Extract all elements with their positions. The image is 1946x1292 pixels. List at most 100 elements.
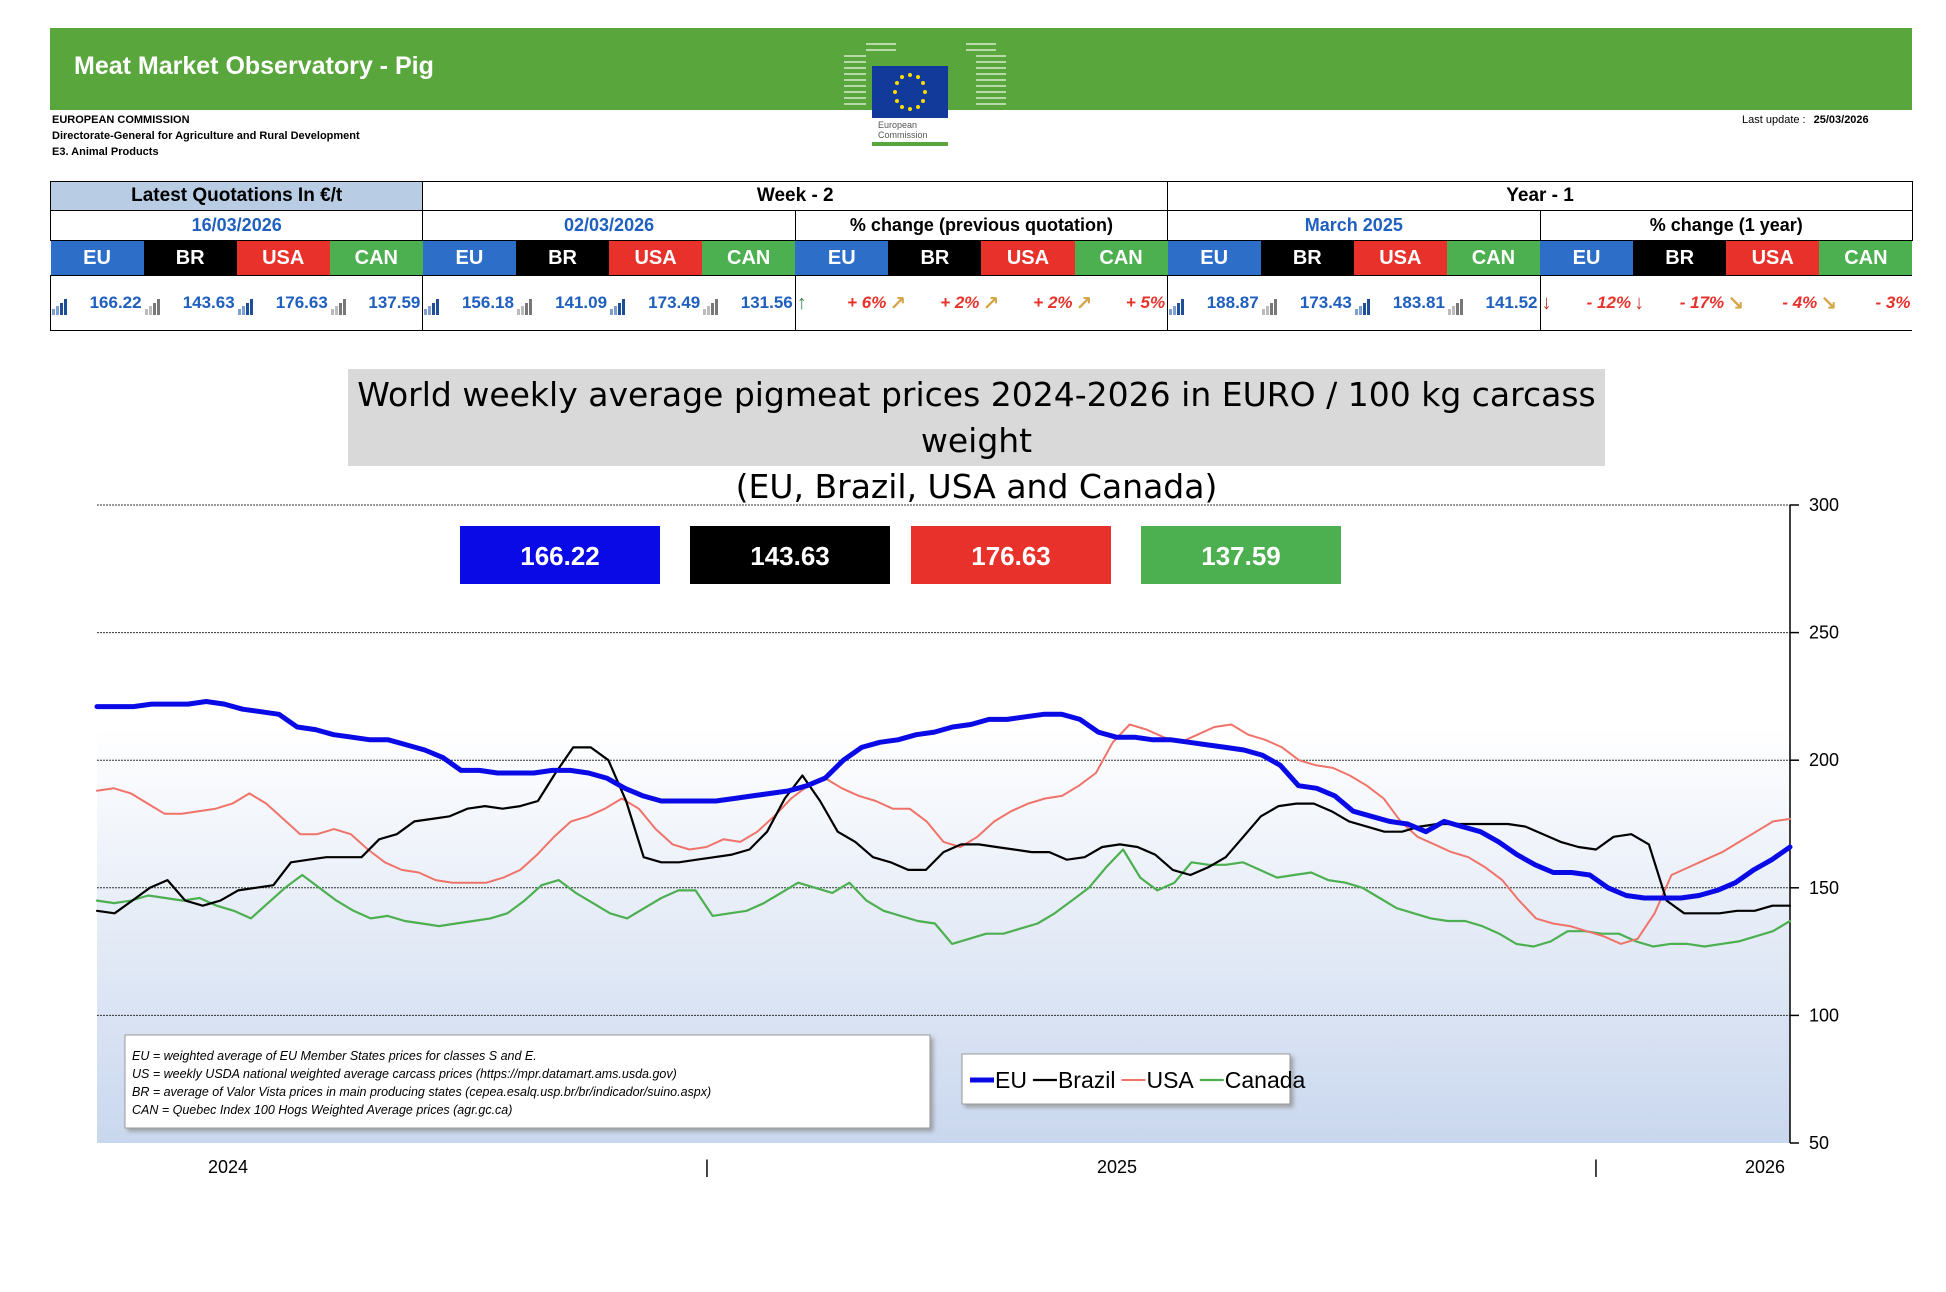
cell-week-can: 131.56 bbox=[702, 275, 796, 331]
year-heading: Year - 1 bbox=[1167, 181, 1913, 211]
region-week-change-usa: USA bbox=[981, 240, 1075, 276]
cell-year-change-br: ↓ - 17% bbox=[1633, 275, 1727, 331]
price-value: 141.52 bbox=[1485, 293, 1538, 312]
region-latest-eu: EU bbox=[50, 240, 144, 276]
note-line: US = weekly USDA national weighted avera… bbox=[132, 1067, 677, 1081]
region-week-usa: USA bbox=[609, 240, 703, 276]
change-value: - 17% bbox=[1679, 293, 1725, 312]
region-year-change-can: CAN bbox=[1819, 240, 1913, 276]
cell-week-eu: 156.18 bbox=[422, 275, 516, 331]
price-value: 143.63 bbox=[182, 293, 235, 312]
cell-week-usa: 173.49 bbox=[609, 275, 703, 331]
latest-date: 16/03/2026 bbox=[49, 210, 424, 241]
bar-chart-icon bbox=[144, 297, 160, 315]
quotations-table: Latest Quotations In €/t Week - 2 Year -… bbox=[49, 181, 1913, 331]
price-value: 176.63 bbox=[275, 293, 328, 312]
region-latest-usa: USA bbox=[236, 240, 330, 276]
week-date: 02/03/2026 bbox=[422, 210, 796, 241]
cell-latest-usa: 176.63 bbox=[236, 275, 330, 331]
change-value: + 2% bbox=[940, 293, 980, 312]
note-line: EU = weighted average of EU Member State… bbox=[132, 1049, 537, 1063]
up-right-arrow-icon: ↗ bbox=[1075, 292, 1093, 315]
cell-week-change-can: ↗ + 5% bbox=[1074, 275, 1168, 331]
cell-latest-br: 143.63 bbox=[143, 275, 237, 331]
series-line-brazil bbox=[95, 746, 1792, 915]
cell-week-change-br: ↗ + 2% bbox=[888, 275, 982, 331]
bar-chart-icon bbox=[516, 297, 532, 315]
region-header-row: EU BR USA CAN EU BR USA CAN EU BR USA CAN EU BR USA CAN… bbox=[50, 240, 1913, 276]
year-date: March 2025 bbox=[1167, 210, 1541, 241]
change-value: - 4% bbox=[1782, 293, 1818, 312]
down-right-arrow-icon: ↘ bbox=[1727, 292, 1744, 315]
cell-year-change-eu: ↓ - 12% bbox=[1539, 275, 1634, 331]
bar-chart-icon bbox=[52, 297, 67, 315]
up-right-arrow-icon: ↗ bbox=[982, 292, 1000, 315]
bar-chart-icon bbox=[237, 297, 253, 315]
y-tick-label: 200 bbox=[1809, 750, 1839, 770]
cell-year-eu: 188.87 bbox=[1167, 275, 1261, 331]
y-tick-label: 300 bbox=[1809, 495, 1839, 515]
bar-chart-icon bbox=[610, 297, 626, 315]
cell-year-change-usa: ↘ - 4% bbox=[1726, 275, 1820, 331]
org-unit: E3. Animal Products bbox=[52, 146, 159, 158]
y-tick-label: 150 bbox=[1809, 878, 1839, 898]
region-week-eu: EU bbox=[422, 240, 516, 276]
page-title: Meat Market Observatory - Pig bbox=[74, 52, 434, 80]
price-value: 141.09 bbox=[555, 293, 608, 312]
last-update-value: 25/03/2026 bbox=[1813, 114, 1869, 126]
region-latest-can: CAN bbox=[329, 240, 423, 276]
bar-chart-icon bbox=[703, 297, 719, 315]
bar-chart-icon bbox=[424, 297, 440, 315]
region-year-change-br: BR bbox=[1633, 240, 1727, 276]
value-box-label: 176.63 bbox=[971, 541, 1051, 571]
price-value: 173.43 bbox=[1299, 293, 1352, 312]
region-year-br: BR bbox=[1260, 240, 1354, 276]
x-label: 2026 bbox=[1745, 1157, 1785, 1177]
legend-label-canada: Canada bbox=[1225, 1067, 1306, 1093]
value-box bbox=[1141, 526, 1341, 584]
cell-year-usa: 183.81 bbox=[1353, 275, 1447, 331]
chart-title-box bbox=[348, 369, 1605, 466]
note-line: BR = average of Valor Vista prices in ma… bbox=[132, 1085, 711, 1099]
region-week-br: BR bbox=[515, 240, 610, 276]
week-change-label: % change (previous quotation) bbox=[794, 210, 1169, 241]
series-line-usa bbox=[96, 723, 1791, 945]
chart-title-line-1: World weekly average pigmeat prices 2024… bbox=[357, 375, 1596, 460]
region-latest-br: BR bbox=[143, 240, 237, 276]
value-box-label: 137.59 bbox=[1201, 541, 1281, 571]
cell-year-can: 141.52 bbox=[1446, 275, 1540, 331]
cell-week-br: 141.09 bbox=[515, 275, 610, 331]
bar-chart-icon bbox=[1169, 297, 1185, 315]
legend-label-brazil: Brazil bbox=[1058, 1067, 1116, 1093]
change-value: + 5% bbox=[1125, 293, 1166, 312]
up-right-arrow-icon: ↗ bbox=[889, 292, 907, 315]
bar-chart-icon bbox=[330, 297, 346, 315]
x-label: | bbox=[705, 1157, 710, 1177]
value-box bbox=[690, 526, 890, 584]
org-name: EUROPEAN COMMISSION bbox=[52, 114, 190, 126]
price-value: 183.81 bbox=[1392, 293, 1445, 312]
cell-year-br: 173.43 bbox=[1260, 275, 1354, 331]
legend-label-eu: EU bbox=[995, 1067, 1027, 1093]
chart-title: World weekly average pigmeat prices 2024… bbox=[348, 372, 1605, 510]
change-value: + 2% bbox=[1033, 293, 1073, 312]
value-box bbox=[460, 526, 660, 584]
cell-week-change-eu: ↑ + 6% bbox=[794, 275, 889, 331]
value-box bbox=[911, 526, 1111, 584]
change-value: + 6% bbox=[847, 293, 887, 312]
up-arrow-icon: ↑ bbox=[796, 291, 807, 314]
down-arrow-icon: ↓ bbox=[1634, 291, 1645, 314]
cell-latest-eu: 166.22 bbox=[49, 275, 144, 331]
region-week-change-eu: EU bbox=[795, 240, 889, 276]
y-tick-label: 50 bbox=[1809, 1133, 1829, 1153]
y-tick-label: 100 bbox=[1809, 1005, 1839, 1025]
european-commission-logo: European Commission bbox=[844, 43, 1006, 146]
price-value: 137.59 bbox=[368, 293, 421, 312]
price-value: 131.56 bbox=[740, 293, 793, 312]
value-box-label: 143.63 bbox=[750, 541, 830, 571]
region-year-eu: EU bbox=[1167, 240, 1261, 276]
logo-text-2: Commission bbox=[878, 130, 928, 140]
note-line: CAN = Quebec Index 100 Hogs Weighted Ave… bbox=[132, 1103, 512, 1117]
region-week-change-br: BR bbox=[888, 240, 982, 276]
bar-chart-icon bbox=[1447, 297, 1463, 315]
